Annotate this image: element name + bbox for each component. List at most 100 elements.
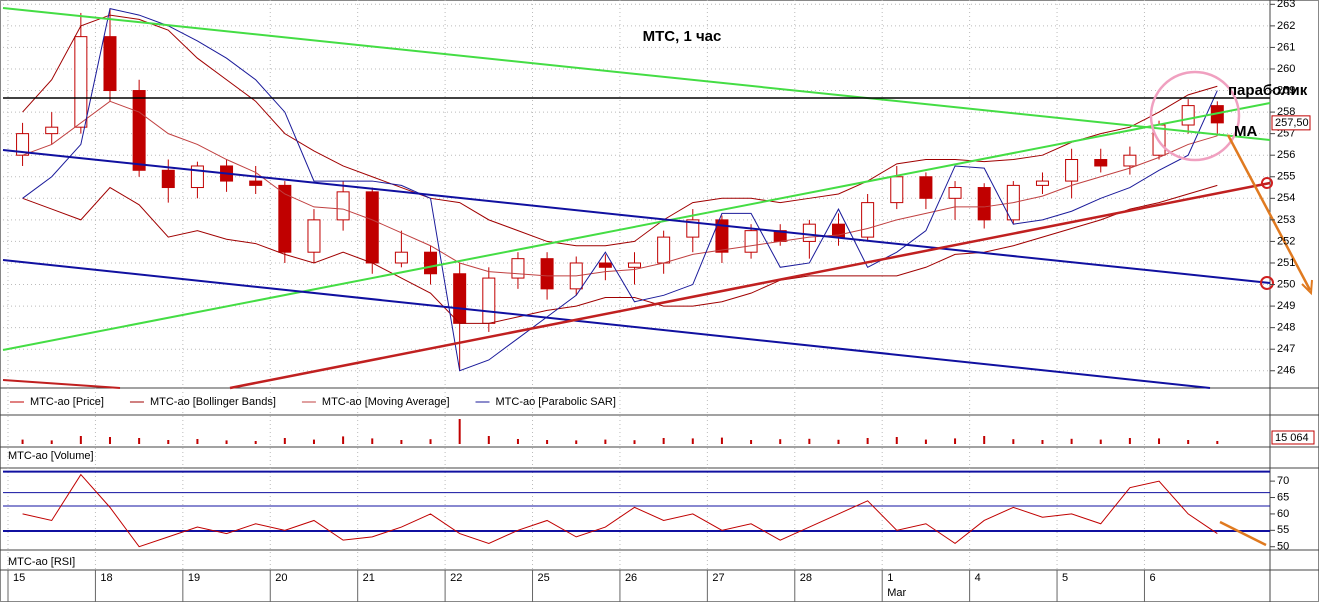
candle-body xyxy=(1181,105,1195,126)
trend-line xyxy=(2,7,1271,141)
volume-bar xyxy=(50,440,53,444)
volume-bar xyxy=(1099,439,1102,444)
target-circle xyxy=(1260,276,1274,290)
volume-bar xyxy=(225,440,228,444)
volume-bar xyxy=(779,439,782,444)
candle-body xyxy=(1065,159,1079,182)
volume-bar xyxy=(283,438,286,444)
y-tick-label: 247 xyxy=(1277,343,1295,355)
x-tick-label: 19 xyxy=(188,572,200,584)
candle-body xyxy=(1123,154,1137,167)
y-tick-label: 60 xyxy=(1277,508,1289,520)
legend-label: MTC-ao [Moving Average] xyxy=(322,396,450,408)
x-tick-label: 25 xyxy=(538,572,550,584)
volume-bar xyxy=(750,440,753,444)
x-tick-label: 21 xyxy=(363,572,375,584)
volume-bar xyxy=(691,438,694,444)
panel-title: MTC-ao [RSI] xyxy=(8,556,75,568)
last-value-label: 15 064 xyxy=(1275,432,1309,444)
candle-body xyxy=(686,219,700,238)
candle-body xyxy=(249,180,263,186)
candle-body xyxy=(511,258,525,279)
candle-body xyxy=(103,36,117,92)
x-tick-label: 28 xyxy=(800,572,812,584)
legend-label: MTC-ao [Price] xyxy=(30,396,104,408)
volume-bar xyxy=(866,438,869,444)
trend-line xyxy=(2,102,1271,351)
legend-label: MTC-ao [Bollinger Bands] xyxy=(150,396,276,408)
trend-line xyxy=(2,379,121,389)
y-tick-label: 261 xyxy=(1277,41,1295,53)
y-tick-label: 260 xyxy=(1277,63,1295,75)
volume-bar xyxy=(196,439,199,444)
volume-bar xyxy=(1216,440,1219,444)
volume-bar xyxy=(720,437,723,444)
y-tick-label: 257 xyxy=(1277,128,1295,140)
candle-body xyxy=(948,187,962,199)
candle-body xyxy=(1035,180,1049,186)
y-tick-label: 262 xyxy=(1277,20,1295,32)
y-tick-label: 248 xyxy=(1277,322,1295,334)
candle-body xyxy=(365,191,379,264)
x-tick-label: 1 xyxy=(887,572,893,584)
x-tick-label: 27 xyxy=(712,572,724,584)
candle-body xyxy=(336,191,350,221)
x-tick-label: 20 xyxy=(275,572,287,584)
x-tick-label: 22 xyxy=(450,572,462,584)
plot xyxy=(16,8,1224,548)
candle-body xyxy=(424,251,438,275)
candle-body xyxy=(715,219,729,253)
chart-title: МТС, 1 час xyxy=(643,28,722,45)
candle-body xyxy=(482,277,496,324)
panel-title: MTC-ao [Volume] xyxy=(8,450,94,462)
volume-bar xyxy=(808,438,811,444)
y-tick-label: 65 xyxy=(1277,491,1289,503)
last-value-label: 257,50 xyxy=(1275,117,1309,129)
x-tick-label: 4 xyxy=(975,572,981,584)
candle-body xyxy=(861,202,875,238)
y-tick-label: 256 xyxy=(1277,149,1295,161)
y-tick-label: 246 xyxy=(1277,365,1295,377)
volume-bar xyxy=(429,439,432,444)
volume-bar xyxy=(312,439,315,444)
indicator-line xyxy=(22,184,1218,324)
x-tick-label: 6 xyxy=(1149,572,1155,584)
y-tick-label: 254 xyxy=(1277,192,1295,204)
volume-bar xyxy=(1012,439,1015,444)
volume-bar xyxy=(79,436,82,444)
volume-bar xyxy=(895,437,898,444)
highlight-circle xyxy=(1149,70,1241,162)
y-tick-label: 249 xyxy=(1277,300,1295,312)
volume-bar xyxy=(254,441,257,444)
candle-body xyxy=(540,258,554,290)
candle-body xyxy=(307,219,321,253)
volume-bar xyxy=(837,439,840,444)
candle-body xyxy=(802,223,816,242)
y-tick-label: 50 xyxy=(1277,541,1289,553)
y-tick-label: 251 xyxy=(1277,257,1295,269)
volume-bar xyxy=(954,438,957,444)
y-tick-label: 263 xyxy=(1277,0,1295,10)
candle-body xyxy=(74,36,88,128)
volume-bar xyxy=(342,436,345,444)
x-tick-label: 15 xyxy=(13,572,25,584)
volume-bar xyxy=(138,438,141,444)
volume-bar xyxy=(371,438,374,444)
last-value-box xyxy=(1271,115,1311,131)
volume-bar xyxy=(167,440,170,444)
volume-bar xyxy=(1158,438,1161,444)
arrow xyxy=(1226,134,1312,291)
y-tick-label: 259 xyxy=(1277,84,1295,96)
x-tick-label: 26 xyxy=(625,572,637,584)
trend-line xyxy=(2,149,1271,284)
arrow-head xyxy=(1301,279,1313,296)
y-tick-label: 250 xyxy=(1277,278,1295,290)
legend: MTC-ao [Price] MTC-ao [Bollinger Bands] MT… xyxy=(10,396,616,408)
indicator-line xyxy=(22,8,1218,372)
volume-bar xyxy=(1041,440,1044,444)
y-tick-label: 253 xyxy=(1277,214,1295,226)
legend-label: MTC-ao [Parabolic SAR] xyxy=(496,396,616,408)
